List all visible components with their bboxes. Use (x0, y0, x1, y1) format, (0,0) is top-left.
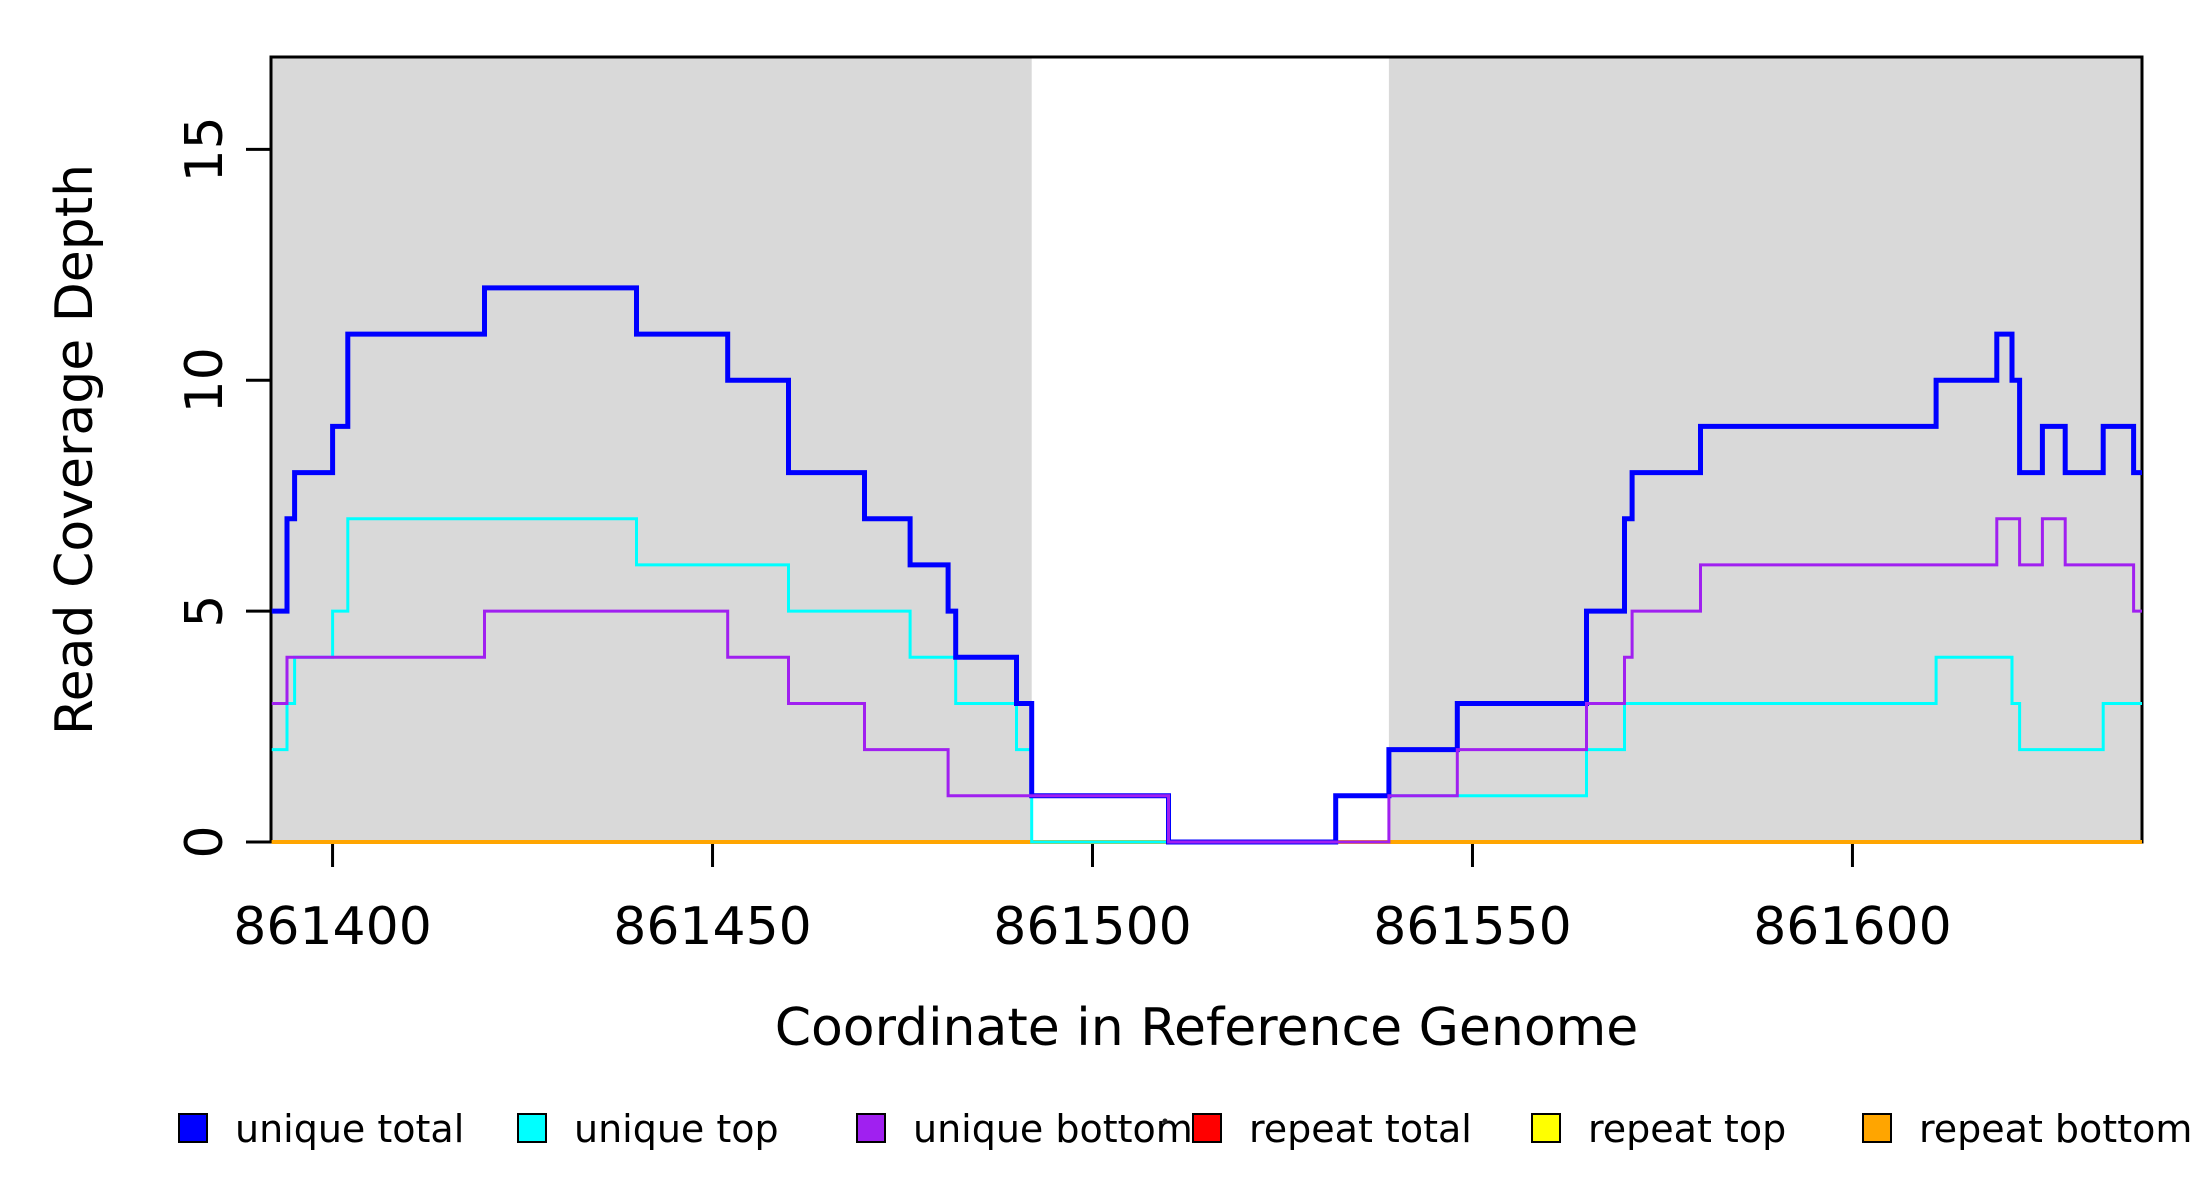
legend-swatch-repeat-bottom (1862, 1113, 1892, 1143)
right-shaded-region (1388, 57, 2142, 842)
legend-label-repeat-bottom: repeat bottom (1919, 1107, 2192, 1151)
x-axis-tick-label: 861400 (233, 897, 432, 957)
legend-label-unique-top: unique top (574, 1107, 779, 1151)
y-axis-tick-label: 5 (175, 595, 235, 628)
legend-swatch-unique-top (517, 1113, 547, 1143)
legend-swatch-unique-total (178, 1113, 208, 1143)
legend-label-repeat-total: repeat total (1249, 1107, 1472, 1151)
legend-swatch-repeat-total (1192, 1113, 1222, 1143)
legend-label-unique-bottom: unique bottom (913, 1107, 1193, 1151)
stray-dot (1162, 1118, 1168, 1124)
y-axis-tick-label: 10 (175, 347, 235, 413)
x-axis-tick-label: 861550 (1373, 897, 1572, 957)
legend-swatch-repeat-top (1531, 1113, 1561, 1143)
legend-swatch-unique-bottom (856, 1113, 886, 1143)
series-unique-bottom-line (271, 517, 2142, 844)
series-unique-top-line (271, 517, 2142, 844)
x-axis-tick-label: 861600 (1753, 897, 1952, 957)
left-shaded-region (271, 57, 1032, 842)
y-axis-tick-label: 15 (175, 116, 235, 182)
y-axis-tick-label: 0 (175, 825, 235, 858)
y-axis-title: Read Coverage Depth (45, 164, 105, 735)
x-axis-title: Coordinate in Reference Genome (775, 998, 1639, 1058)
legend-label-repeat-top: repeat top (1588, 1107, 1786, 1151)
x-axis-tick-label: 861450 (613, 897, 812, 957)
x-axis-tick-label: 861500 (993, 897, 1192, 957)
legend-label-unique-total: unique total (235, 1107, 464, 1151)
